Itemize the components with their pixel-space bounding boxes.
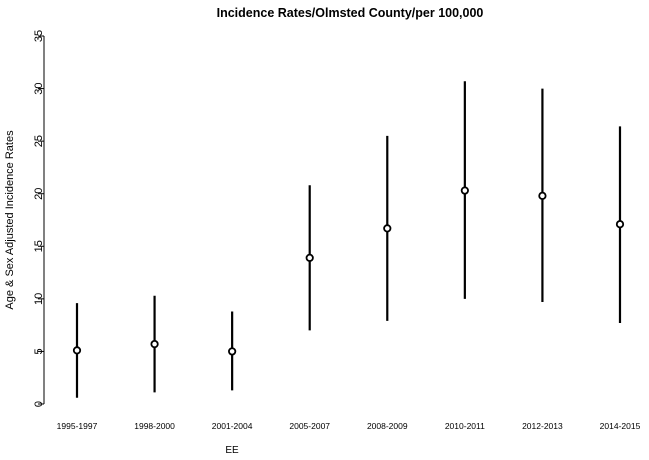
x-tick-label: 2008-2009 [367, 421, 408, 431]
y-tick-label: 25 [33, 135, 45, 147]
x-tick-label: 2014-2015 [600, 421, 641, 431]
data-point [150, 339, 159, 349]
data-point [72, 346, 82, 355]
y-tick-label: 20 [33, 188, 45, 200]
y-tick-label: 10 [33, 293, 45, 305]
y-tick-label: 0 [33, 401, 45, 407]
y-tick-label: 15 [33, 240, 45, 252]
data-point [383, 224, 392, 233]
data-point [538, 191, 547, 200]
data-point [305, 253, 314, 262]
y-tick-label: 35 [33, 30, 45, 42]
x-tick-label: 2005-2007 [289, 421, 330, 431]
data-point [460, 186, 469, 195]
x-tick-label: 1998-2000 [134, 421, 175, 431]
x-tick-label: 2010-2011 [445, 421, 485, 431]
y-axis-label: Age & Sex Adjusted Incidence Rates [4, 130, 16, 310]
data-point [228, 347, 237, 356]
x-tick-label: 2012-2013 [522, 421, 563, 431]
y-axis-ticks: 0 5 10 15 20 25 30 35 [33, 30, 45, 407]
ee-annotation: EE [225, 445, 239, 456]
y-tick-label: 30 [33, 82, 45, 94]
x-axis-tick-labels: 1995-1997 1998-2000 2001-2004 2005-2007 2008… [57, 421, 641, 431]
y-tick-label: 5 [33, 348, 45, 354]
chart-title: Incidence Rates/Olmsted County/per 100,0… [217, 6, 484, 20]
x-tick-label: 2001-2004 [212, 421, 253, 431]
x-tick-label: 1995-1997 [57, 421, 98, 431]
data-point [615, 220, 625, 229]
data-marks [72, 81, 625, 398]
